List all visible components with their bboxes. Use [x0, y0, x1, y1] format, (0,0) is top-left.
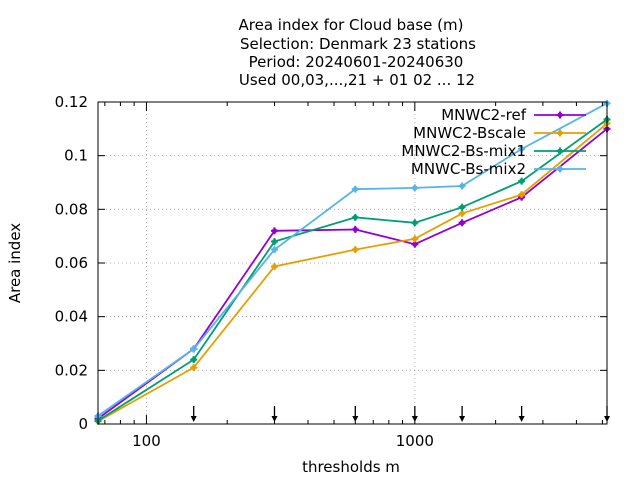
series-line	[97, 118, 608, 422]
threshold-arrow-head	[190, 416, 197, 422]
series-line	[97, 122, 608, 423]
series-1	[94, 119, 611, 425]
y-axis-label: Area index	[6, 223, 24, 303]
data-point	[191, 357, 197, 363]
title-line-3: Period: 20240601-20240630	[249, 53, 464, 71]
data-point	[412, 236, 418, 242]
x-tick-label: 1000	[396, 432, 434, 450]
data-point	[459, 204, 465, 210]
series-0	[94, 125, 611, 423]
y-tick-label: 0.12	[55, 93, 88, 111]
title-line-1: Area index for Cloud base (m)	[239, 16, 464, 34]
data-point	[352, 246, 358, 253]
threshold-arrow-head	[352, 416, 359, 422]
y-tick-label: 0.04	[55, 308, 88, 326]
data-point	[271, 228, 278, 234]
data-point	[519, 146, 525, 152]
grid-lines	[98, 102, 607, 424]
data-point	[412, 241, 418, 247]
y-tick-label: 0.06	[55, 254, 88, 272]
series-line	[97, 102, 608, 417]
threshold-arrow-head	[459, 416, 466, 422]
y-tick-label: 0	[78, 415, 88, 433]
data-point	[459, 220, 465, 226]
data-point	[459, 183, 465, 189]
data-point	[557, 112, 563, 118]
legend-label: MNWC2-Bs-mix1	[401, 142, 526, 160]
data-point	[352, 226, 358, 233]
y-tick-label: 0.1	[64, 147, 88, 165]
data-point	[412, 220, 418, 226]
title-line-4: Used 00,03,...,21 + 01 02 ... 12	[239, 71, 475, 89]
series-line	[97, 128, 608, 420]
chart-title: Area index for Cloud base (m) Selection:…	[239, 16, 477, 89]
series-layer	[94, 99, 611, 425]
data-point	[271, 246, 278, 253]
data-point	[191, 365, 197, 371]
axis-ticks: 0 0.02 0.04 0.06 0.08 0.1 0.12 100 1000	[55, 93, 607, 450]
x-axis-label: thresholds m	[302, 458, 400, 476]
threshold-arrow-head	[518, 416, 525, 422]
legend: MNWC2-refMNWC2-BscaleMNWC2-Bs-mix1MNWC-B…	[401, 106, 586, 178]
legend-label: MNWC2-ref	[441, 106, 526, 124]
legend-label: MNWC2-Bscale	[413, 124, 526, 142]
data-point	[352, 186, 358, 192]
data-point	[191, 346, 197, 352]
data-point	[459, 210, 465, 216]
y-tick-label: 0.02	[55, 361, 88, 379]
x-tick-label: 100	[132, 432, 161, 450]
series-3	[94, 99, 611, 420]
y-tick-label: 0.08	[55, 200, 88, 218]
data-point	[519, 178, 525, 184]
title-line-2: Selection: Denmark 23 stations	[240, 35, 476, 53]
series-2	[94, 115, 611, 425]
data-point	[557, 148, 563, 154]
data-point	[557, 130, 563, 136]
data-point	[519, 191, 525, 198]
data-point	[412, 185, 418, 191]
data-point	[557, 166, 563, 172]
data-point	[271, 263, 278, 270]
threshold-markers	[190, 406, 610, 422]
threshold-arrow-head	[271, 416, 278, 422]
data-point	[271, 238, 278, 245]
legend-label: MNWC-Bs-mix2	[411, 160, 526, 178]
data-point	[352, 214, 358, 220]
